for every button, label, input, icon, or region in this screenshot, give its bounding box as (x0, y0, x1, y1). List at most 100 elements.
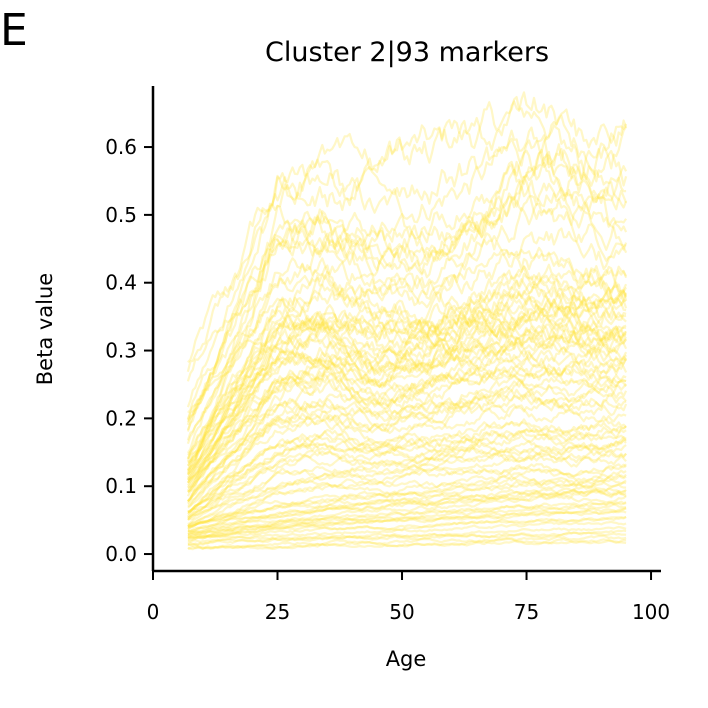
y-tick-label: 0.0 (105, 542, 137, 566)
series-line (186, 361, 628, 497)
series-line (186, 148, 628, 420)
series-line (186, 298, 627, 473)
y-tick-label: 0.5 (105, 203, 137, 227)
series-line (187, 95, 628, 364)
series-line (187, 463, 627, 527)
series-line (186, 324, 627, 487)
series-line (186, 278, 628, 471)
y-ticks: 0.0 0.1 0.2 0.3 0.4 0.5 0.6 (105, 135, 153, 566)
x-tick-label: 100 (632, 600, 670, 624)
series-line (186, 319, 627, 481)
series-line (187, 473, 627, 530)
series-line (187, 433, 627, 521)
series-line (187, 265, 628, 464)
series-line (187, 473, 627, 528)
series-line (187, 241, 628, 456)
series-line (186, 329, 627, 484)
y-tick-label: 0.4 (105, 271, 137, 295)
series-line (186, 310, 627, 476)
series-line (187, 483, 627, 532)
series-line (187, 340, 628, 493)
y-tick-label: 0.6 (105, 135, 137, 159)
series-line (187, 520, 627, 542)
x-tick-label: 0 (147, 600, 160, 624)
series-line (187, 404, 627, 514)
series-line (187, 160, 627, 414)
series-line (186, 263, 628, 460)
series-line (187, 506, 627, 539)
series-line (187, 529, 627, 546)
series-line (186, 299, 627, 474)
y-axis-label: Beta value (33, 273, 57, 385)
series-line (186, 297, 627, 471)
series-line (187, 383, 628, 506)
series-line (187, 463, 627, 528)
series-line (187, 467, 627, 529)
series-line (187, 349, 628, 494)
series-line (187, 476, 627, 527)
series-line (187, 531, 627, 547)
series-line (187, 418, 627, 514)
series-line (187, 451, 627, 519)
series-line (187, 539, 627, 551)
series-lines (186, 91, 628, 551)
series-line (186, 264, 628, 460)
series-line (187, 479, 627, 528)
series-line (186, 390, 627, 504)
series-line (186, 134, 628, 423)
series-line (187, 418, 627, 518)
series-line (186, 375, 627, 503)
series-line (187, 429, 627, 513)
series-line (187, 500, 627, 536)
x-tick-label: 25 (265, 600, 290, 624)
series-line (186, 248, 628, 454)
y-tick-label: 0.1 (105, 474, 137, 498)
series-line (187, 488, 627, 533)
series-line (187, 516, 627, 540)
series-line (187, 439, 627, 521)
series-line (187, 438, 627, 519)
chart-title: Cluster 2|93 markers (265, 37, 549, 68)
series-line (187, 525, 627, 543)
series-line (187, 428, 627, 516)
series-line (186, 278, 628, 462)
series-line (187, 443, 627, 526)
series-line (187, 488, 627, 534)
series-line (186, 124, 628, 408)
y-tick-label: 0.3 (105, 339, 137, 363)
series-line (187, 537, 627, 551)
series-line (187, 323, 628, 482)
series-line (187, 510, 627, 539)
series-line (187, 487, 627, 532)
series-line (187, 328, 627, 480)
x-ticks: 0 25 50 75 100 (147, 571, 670, 624)
series-line (187, 450, 627, 513)
series-line (187, 515, 627, 540)
series-line (186, 176, 628, 432)
series-line (186, 202, 628, 441)
series-line (187, 450, 627, 521)
series-line (187, 501, 627, 536)
series-line (187, 534, 627, 550)
series-line (187, 283, 627, 464)
panel-label: E (0, 5, 28, 56)
series-line (187, 377, 627, 503)
series-line (186, 150, 628, 421)
y-tick-label: 0.2 (105, 406, 137, 430)
x-axis-label: Age (386, 647, 427, 671)
series-line (187, 349, 627, 489)
series-line (187, 421, 627, 513)
series-line (187, 495, 627, 535)
series-line (187, 274, 628, 467)
series-line (187, 331, 628, 484)
series-line (186, 292, 628, 467)
series-line (186, 179, 628, 426)
series-line (186, 91, 628, 372)
series-line (186, 126, 628, 382)
series-line (187, 370, 627, 502)
series-line (186, 315, 628, 484)
series-line (187, 351, 628, 493)
series-line (187, 357, 628, 492)
series-line (187, 397, 627, 508)
